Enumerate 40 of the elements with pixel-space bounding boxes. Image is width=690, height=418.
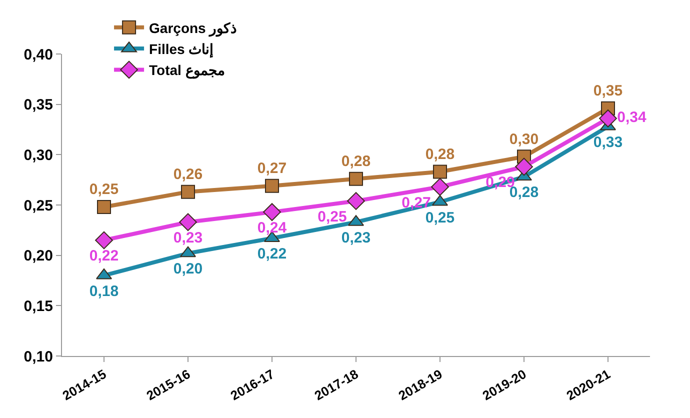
point bbox=[95, 231, 113, 250]
data-label: 0,25 bbox=[318, 208, 347, 226]
data-label: 0,27 bbox=[257, 160, 287, 177]
point bbox=[599, 109, 617, 128]
data-label: 0,23 bbox=[173, 229, 203, 246]
point bbox=[97, 200, 111, 214]
data-label: 0,24 bbox=[257, 219, 288, 236]
point bbox=[265, 178, 279, 193]
y-tick-label: 0,15 bbox=[24, 298, 53, 315]
data-label: 0,22 bbox=[89, 248, 119, 265]
legend-label: Total مجموع bbox=[149, 62, 226, 80]
legend-label: Filles إناث bbox=[149, 40, 214, 59]
data-label: 0,23 bbox=[341, 229, 371, 246]
data-label: 0,25 bbox=[425, 209, 455, 226]
legend-label: Garçons ذكور bbox=[149, 20, 237, 37]
data-label: 0,25 bbox=[89, 181, 119, 198]
data-label: 0,26 bbox=[173, 166, 203, 184]
point bbox=[179, 213, 197, 232]
data-label: 0,33 bbox=[593, 134, 623, 151]
y-tick-label: 0,30 bbox=[24, 146, 53, 164]
data-label: 0,30 bbox=[509, 130, 539, 148]
y-tick-label: 0,25 bbox=[24, 197, 53, 214]
point bbox=[349, 172, 363, 186]
data-label: 0,28 bbox=[341, 152, 371, 170]
y-tick-label: 0,10 bbox=[24, 348, 53, 366]
y-tick-label: 0,40 bbox=[24, 46, 53, 64]
y-tick-label: 0,20 bbox=[24, 248, 53, 265]
point bbox=[433, 164, 447, 179]
point bbox=[347, 192, 365, 210]
data-label: 0,28 bbox=[425, 146, 455, 163]
data-label: 0,35 bbox=[593, 82, 623, 100]
data-label: 0,34 bbox=[617, 109, 647, 126]
point bbox=[263, 203, 281, 221]
point bbox=[431, 178, 449, 196]
point bbox=[181, 184, 195, 199]
point bbox=[515, 158, 533, 176]
y-tick-label: 0,35 bbox=[24, 96, 53, 114]
data-label: 0,22 bbox=[257, 246, 287, 263]
data-label: 0,18 bbox=[89, 282, 119, 300]
data-label: 0,20 bbox=[173, 260, 203, 278]
